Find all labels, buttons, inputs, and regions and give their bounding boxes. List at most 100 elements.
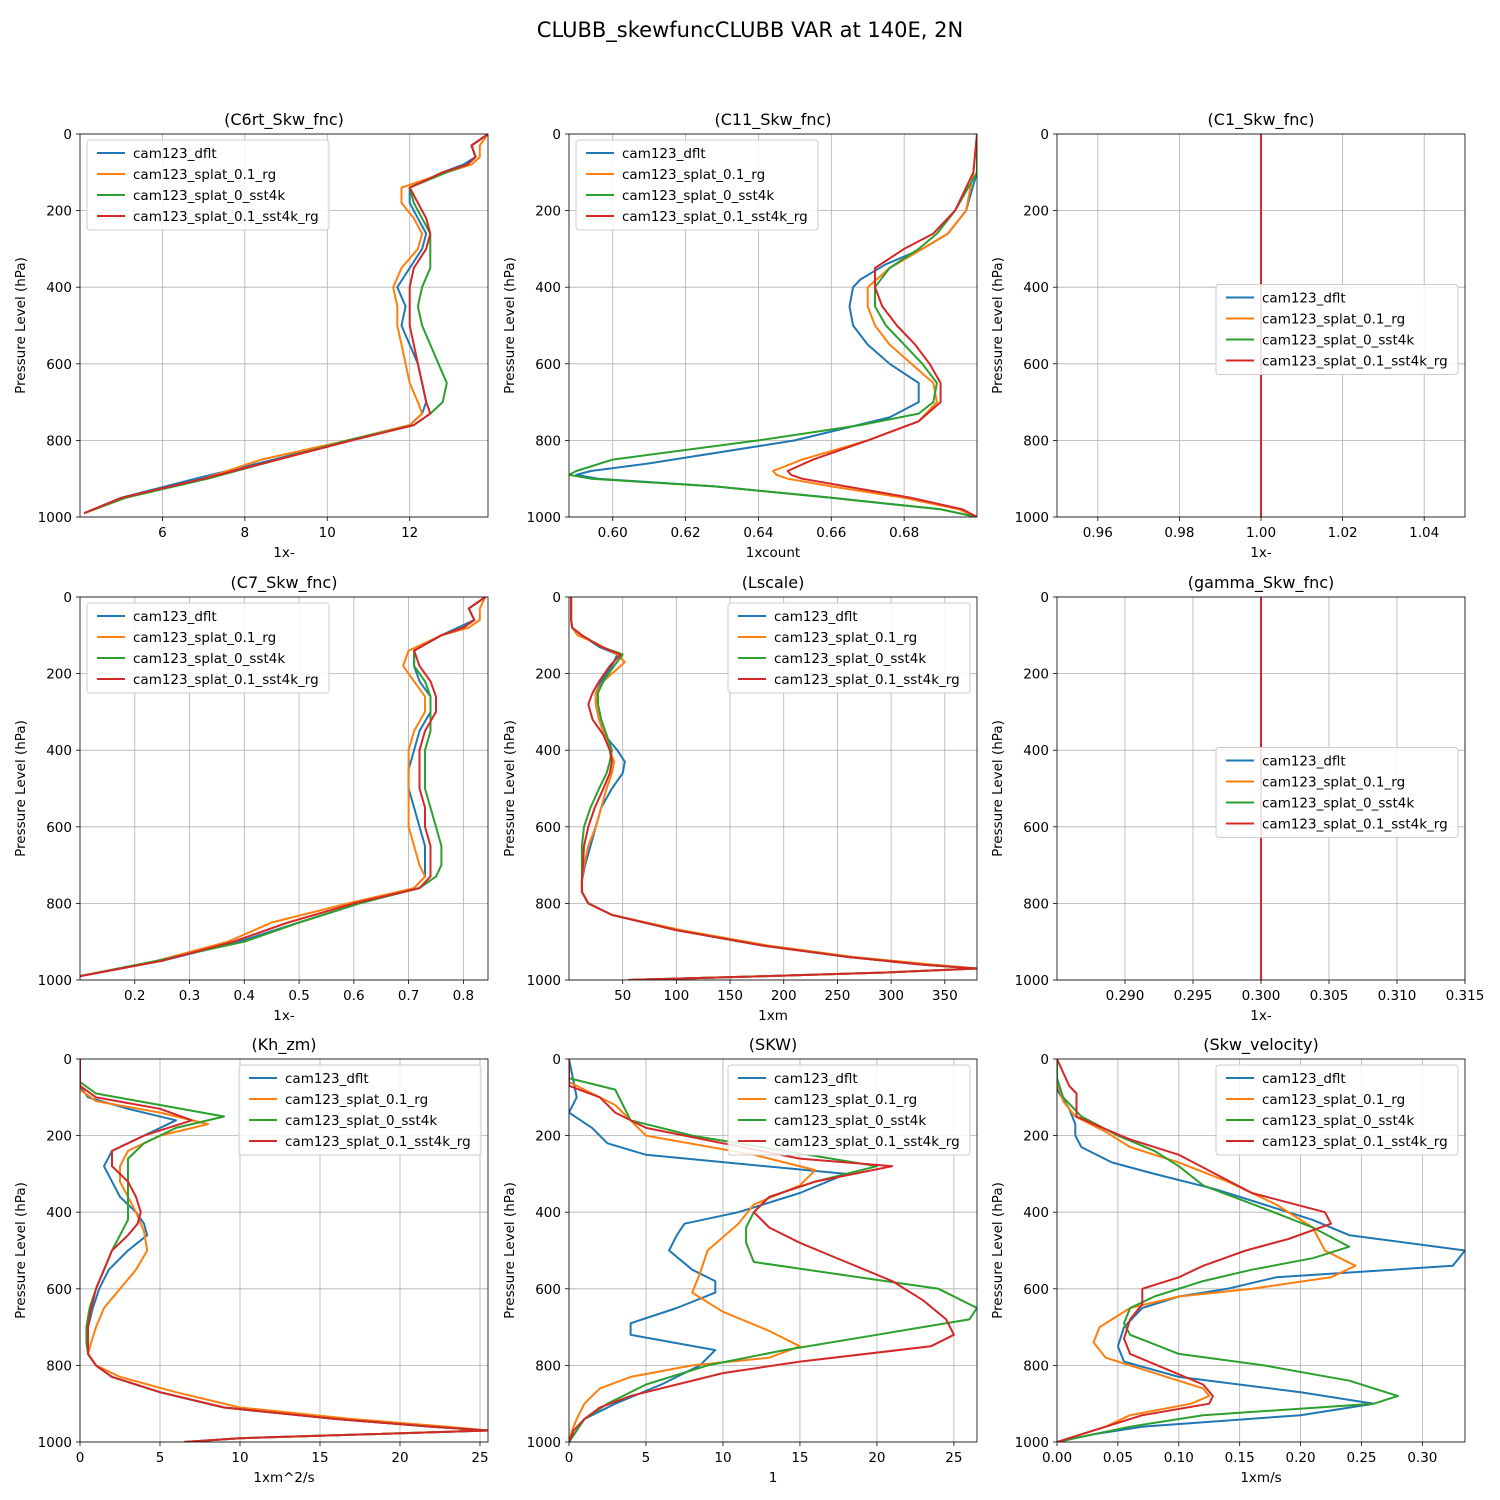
chart-9-series-cam123-splat-0-1-sst4k-rg xyxy=(1057,1059,1332,1442)
chart-6-panel: 0.290 0.295 0.300 0.305 0.310 0.315 0 200 400 600… xyxy=(990,573,1484,1024)
chart-6-legend-label: cam123_splat_0_sst4k xyxy=(1262,796,1414,812)
chart-2-xtick-label: 0.66 xyxy=(816,525,846,541)
chart-5-ytick-label: 600 xyxy=(535,820,561,836)
chart-8-legend-label: cam123_splat_0_sst4k xyxy=(774,1113,926,1129)
chart-4-legend-box xyxy=(86,602,330,694)
chart-3-xtick-label: 0.96 xyxy=(1083,525,1113,541)
chart-7-title: (Kh_zm) xyxy=(251,1035,316,1055)
chart-4-xtick-label: 0.3 xyxy=(179,988,200,1004)
chart-4-xtick-label: 0.7 xyxy=(398,988,419,1004)
chart-1-ytick-label: 800 xyxy=(46,433,72,449)
chart-4-title: (C7_Skw_fnc) xyxy=(231,573,338,593)
chart-5-xtick-label: 50 xyxy=(614,988,631,1004)
chart-1-legend-label: cam123_splat_0_sst4k xyxy=(133,188,285,204)
chart-6-xtick-label: 0.310 xyxy=(1378,988,1417,1004)
chart-5-panel: 50 100 150 200 250 300 350 0 200 400 600 800 1000 (Ls… xyxy=(502,573,978,1024)
chart-3-xtick-label: 0.98 xyxy=(1164,525,1194,541)
chart-4-xtick-label: 0.5 xyxy=(288,988,309,1004)
chart-7-legend-label: cam123_splat_0.1_sst4k_rg xyxy=(285,1134,471,1150)
chart-3-legend-label: cam123_dflt xyxy=(1262,291,1346,307)
chart-1-xtick-label: 6 xyxy=(158,525,167,541)
chart-1-series-group xyxy=(83,134,488,515)
chart-3-legend-label: cam123_splat_0.1_rg xyxy=(1262,312,1405,328)
chart-9-xtick-label: 0.30 xyxy=(1407,1450,1437,1466)
chart-6-ytick-label: 0 xyxy=(1040,590,1049,606)
chart-6-xtick-label: 0.315 xyxy=(1446,988,1485,1004)
chart-9-ytick-label: 200 xyxy=(1023,1129,1049,1145)
chart-5-frame xyxy=(568,596,978,981)
chart-1-xtick-label: 12 xyxy=(401,525,418,541)
chart-2-legend-label: cam123_splat_0_sst4k xyxy=(622,188,774,204)
chart-9-xlabel: 1xm/s xyxy=(1240,1470,1281,1486)
chart-2-xlabel: 1xcount xyxy=(746,545,800,561)
chart-2-legend-box xyxy=(575,139,819,231)
chart-6-xtick-label: 0.305 xyxy=(1310,988,1349,1004)
chart-4-xtick-label: 0.4 xyxy=(234,988,255,1004)
chart-6-ytick-label: 600 xyxy=(1023,820,1049,836)
chart-4-ytick-label: 400 xyxy=(46,743,72,759)
chart-7-frame xyxy=(79,1058,489,1443)
chart-5-series-cam123-splat-0-1-sst4k-rg xyxy=(570,597,977,980)
chart-5-xtick-label: 350 xyxy=(932,988,958,1004)
chart-2-xtick-label: 0.60 xyxy=(598,525,628,541)
chart-6-ytick-label: 800 xyxy=(1023,896,1049,912)
chart-2-title: (C11_Skw_fnc) xyxy=(714,110,831,130)
chart-3-legend: cam123_dflt cam123_splat_0.1_rg cam123_spl… xyxy=(1215,284,1459,375)
chart-6-ytick-label: 1000 xyxy=(1015,973,1049,989)
chart-1-xtick-label: 10 xyxy=(319,525,336,541)
chart-2-ytick-label: 0 xyxy=(552,127,561,143)
chart-6-legend-label: cam123_splat_0.1_sst4k_rg xyxy=(1262,817,1448,833)
chart-1-ylabel: Pressure Level (hPa) xyxy=(13,257,29,394)
chart-2-series-group xyxy=(569,134,977,517)
chart-9-ytick-label: 800 xyxy=(1023,1358,1049,1374)
chart-4-ytick-label: 200 xyxy=(46,667,72,683)
chart-7-series-group xyxy=(80,1059,488,1442)
chart-7-xtick-label: 10 xyxy=(231,1450,248,1466)
chart-9-ylabel: Pressure Level (hPa) xyxy=(990,1182,1006,1319)
chart-6-xtick-label: 0.300 xyxy=(1242,988,1281,1004)
chart-9-panel: 0.00 0.05 0.10 0.15 0.20 0.25 0.30 0 200 400 600 80… xyxy=(990,1035,1466,1486)
chart-4-legend-label: cam123_splat_0.1_rg xyxy=(133,630,276,646)
chart-5-legend: cam123_dflt cam123_splat_0.1_rg cam123_spl… xyxy=(727,602,971,694)
chart-3-xtick-label: 1.00 xyxy=(1246,525,1276,541)
chart-8-panel: 0 5 10 15 20 25 0 200 400 600 800 1000 (SKW) 1 Pressur… xyxy=(502,1035,978,1486)
chart-6-legend-box xyxy=(1215,747,1459,838)
chart-5-xtick-label: 300 xyxy=(878,988,904,1004)
chart-7-ytick-label: 200 xyxy=(46,1129,72,1145)
chart-8-series-cam123-splat-0-1-sst4k-rg xyxy=(569,1059,955,1442)
chart-9-legend-label: cam123_splat_0.1_sst4k_rg xyxy=(1262,1134,1448,1150)
chart-6-title: (gamma_Skw_fnc) xyxy=(1188,573,1335,593)
chart-2-ytick-label: 600 xyxy=(535,357,561,373)
chart-8-series-group xyxy=(569,1059,977,1442)
chart-5-ytick-label: 200 xyxy=(535,667,561,683)
chart-5-xtick-label: 150 xyxy=(717,988,743,1004)
chart-9-legend-label: cam123_dflt xyxy=(1262,1071,1346,1087)
chart-1-legend-box xyxy=(86,139,330,231)
chart-7-legend-label: cam123_splat_0_sst4k xyxy=(285,1113,437,1129)
chart-4-xtick-label: 0.2 xyxy=(124,988,145,1004)
chart-5-legend-label: cam123_splat_0.1_rg xyxy=(774,630,917,646)
chart-4-legend: cam123_dflt cam123_splat_0.1_rg cam123_spl… xyxy=(86,602,330,694)
chart-1-legend-label: cam123_dflt xyxy=(133,146,217,162)
chart-1-legend: cam123_dflt cam123_splat_0.1_rg cam123_spl… xyxy=(86,139,330,231)
figure-title: CLUBB_skewfuncCLUBB VAR at 140E, 2N xyxy=(537,18,963,43)
chart-5-legend-label: cam123_splat_0.1_sst4k_rg xyxy=(774,672,960,688)
chart-8-ytick-label: 800 xyxy=(535,1358,561,1374)
chart-1-frame xyxy=(79,133,489,518)
chart-9-title: (Skw_velocity) xyxy=(1203,1035,1319,1055)
chart-7-series-cam123-splat-0-1-sst4k-rg xyxy=(80,1059,488,1442)
chart-5-ytick-label: 1000 xyxy=(527,973,561,989)
chart-1-ytick-label: 0 xyxy=(63,127,72,143)
chart-2-panel: 0.60 0.62 0.64 0.66 0.68 0 200 400 600 800 1000 (C1… xyxy=(502,110,978,561)
chart-4-ytick-label: 1000 xyxy=(38,973,72,989)
chart-4-ytick-label: 800 xyxy=(46,896,72,912)
chart-4-panel: 0.2 0.3 0.4 0.5 0.6 0.7 0.8 0 200 400 600 800 1000 (C… xyxy=(13,573,489,1024)
chart-7-ytick-label: 0 xyxy=(63,1052,72,1068)
chart-6-ytick-label: 200 xyxy=(1023,667,1049,683)
chart-2-legend-label: cam123_dflt xyxy=(622,146,706,162)
chart-1-legend-label: cam123_splat_0.1_sst4k_rg xyxy=(133,209,319,225)
chart-2-ylabel: Pressure Level (hPa) xyxy=(502,257,518,394)
chart-7-ytick-label: 400 xyxy=(46,1205,72,1221)
chart-5-ytick-label: 0 xyxy=(552,590,561,606)
